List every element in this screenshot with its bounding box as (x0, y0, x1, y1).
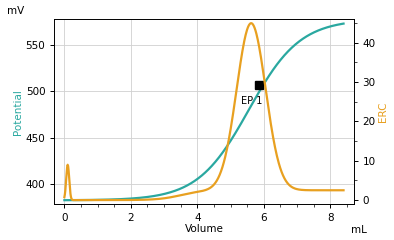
X-axis label: Volume: Volume (184, 224, 223, 234)
Y-axis label: Potential: Potential (13, 89, 23, 135)
Y-axis label: ERC: ERC (379, 101, 388, 122)
Text: EP 1: EP 1 (240, 96, 262, 106)
Text: mL: mL (351, 225, 366, 235)
Text: mV: mV (7, 6, 24, 16)
